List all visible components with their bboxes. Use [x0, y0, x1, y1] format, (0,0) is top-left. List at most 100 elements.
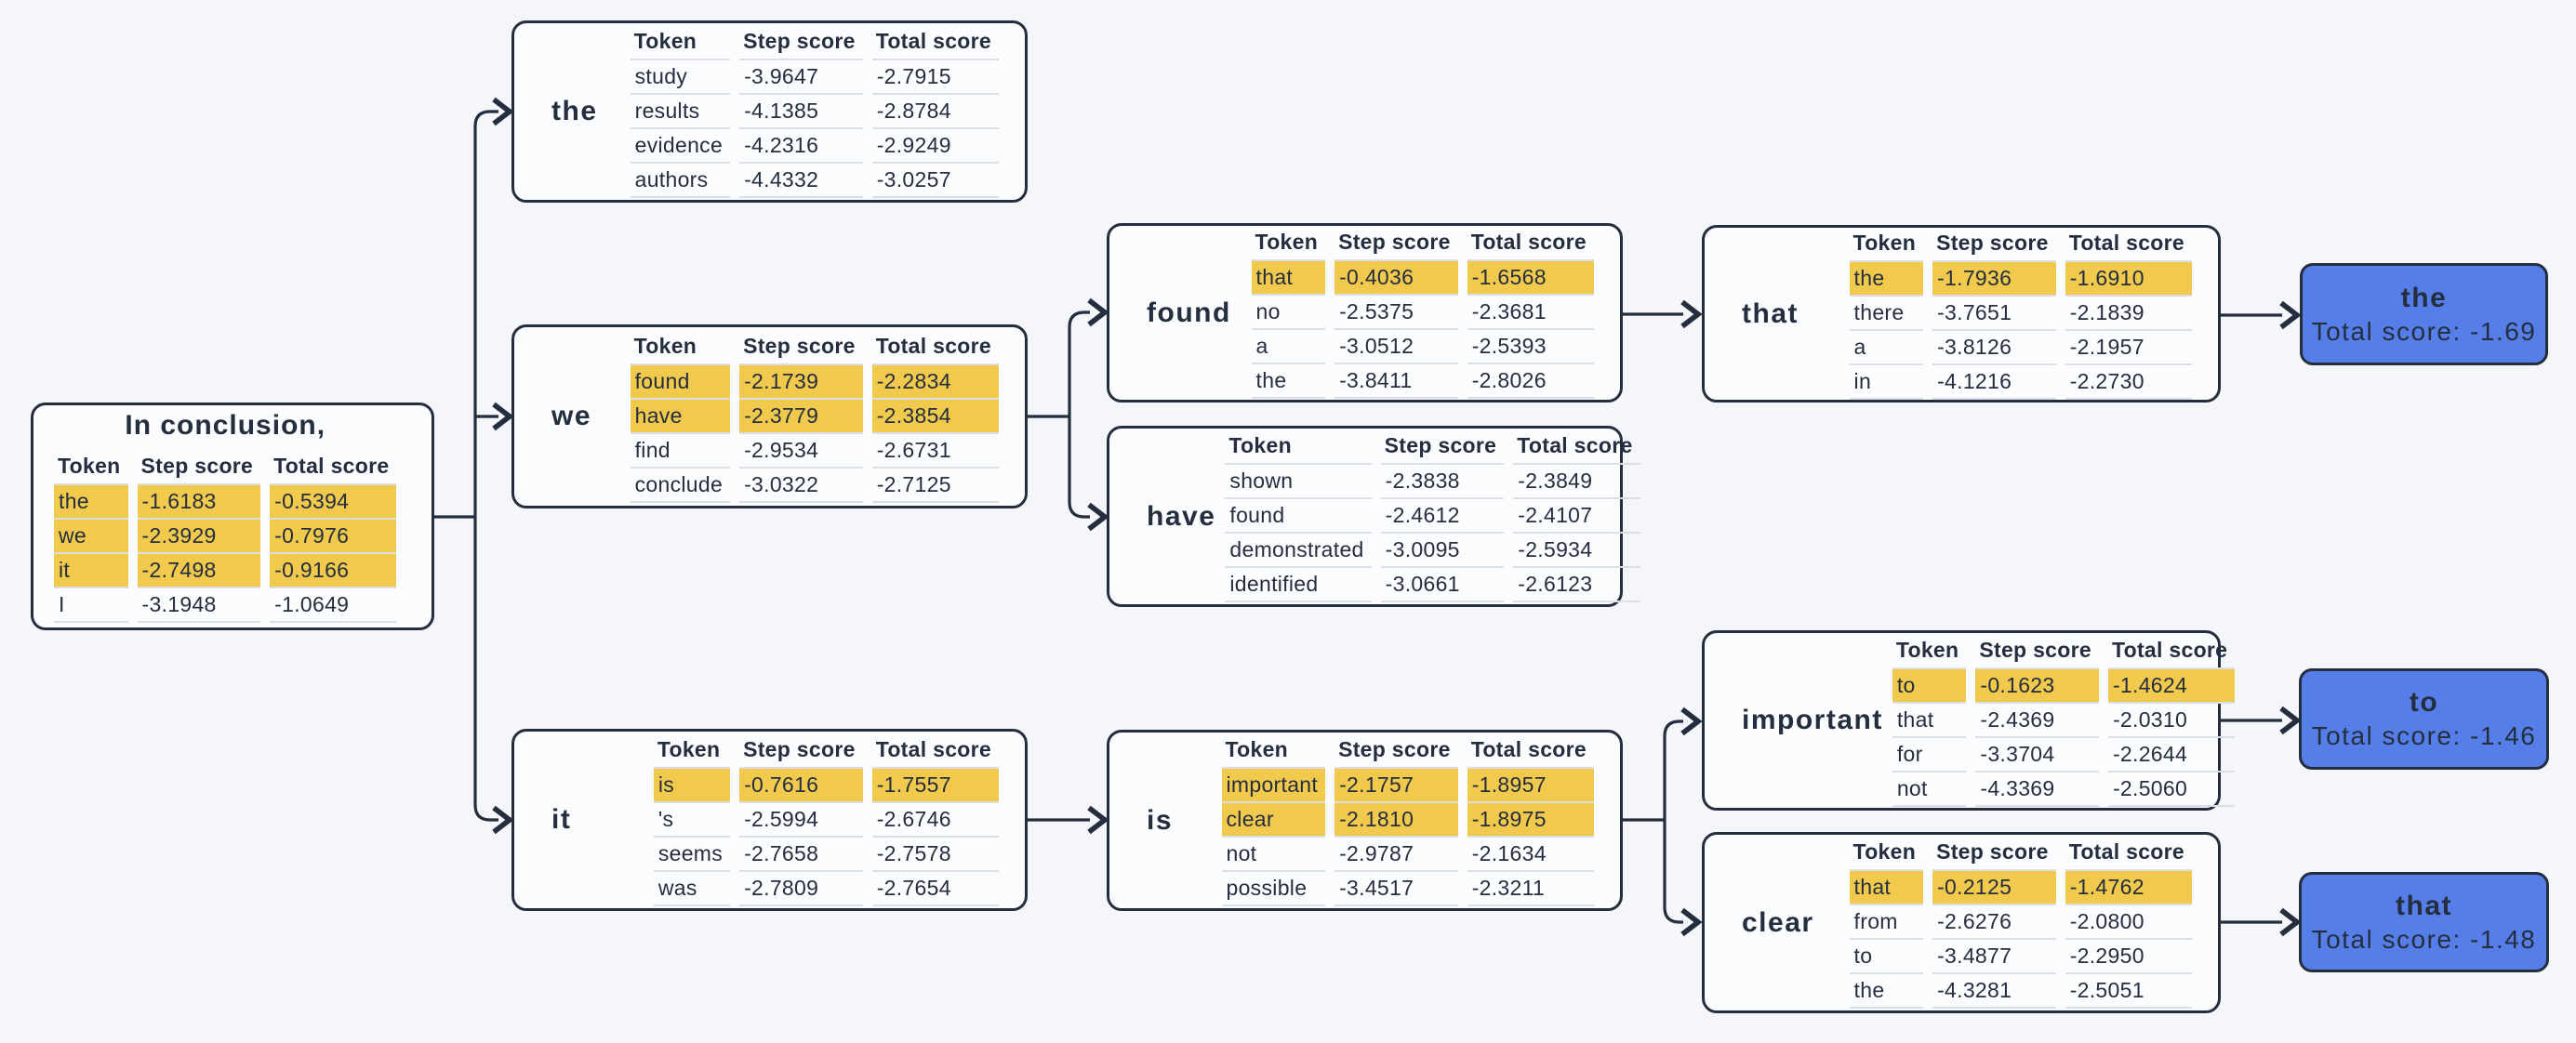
token-score-table: Token Step score Total score found -2.1739 -2…: [621, 331, 1008, 503]
step-score-cell: -4.3369: [1975, 772, 2099, 807]
total-score-cell: -1.7557: [871, 768, 999, 803]
column-header: Token: [1225, 430, 1372, 465]
total-score-cell: -0.7976: [270, 520, 397, 554]
token-score-table: Token Step score Total score important -2.17…: [1213, 734, 1604, 906]
token-cell: there: [1849, 297, 1924, 331]
step-score-cell: -3.4877: [1932, 940, 2056, 974]
token-score-table: Token Step score Total score the -1.7936 -1.6…: [1840, 228, 2201, 400]
total-score-cell: -2.1634: [1467, 838, 1594, 872]
table-row: no -2.5375 -2.3681: [1251, 296, 1594, 330]
total-score-cell: -2.3681: [1467, 296, 1594, 330]
step-score-cell: -2.3838: [1380, 465, 1505, 499]
total-score-cell: -1.4762: [2065, 871, 2192, 905]
node-important: important Token Step score Total score to -0…: [1702, 630, 2236, 811]
total-score-cell: -1.0649: [270, 588, 397, 623]
terminal-token: that: [2396, 890, 2452, 921]
total-score-cell: -2.7915: [871, 60, 999, 95]
token-cell: clear: [1221, 803, 1326, 838]
token-cell: the: [1849, 262, 1924, 297]
step-score-cell: -0.7616: [739, 768, 863, 803]
total-score-cell: -1.8975: [1467, 803, 1594, 838]
step-score-cell: -3.4517: [1334, 872, 1458, 906]
column-header: Total score: [1513, 430, 1640, 465]
table-row: demonstrated -3.0095 -2.5934: [1225, 534, 1640, 568]
token-cell: we: [54, 520, 128, 554]
token-cell: it: [54, 554, 128, 588]
token-cell: important: [1221, 769, 1326, 803]
column-header: Step score: [1334, 227, 1458, 261]
arrowhead-icon: [2279, 907, 2302, 937]
total-score-cell: -2.7654: [871, 872, 999, 906]
table-row: found -2.1739 -2.2834: [630, 364, 999, 400]
root-content: In conclusion, Token Step score Total scor…: [45, 410, 405, 623]
total-score-cell: -2.5051: [2065, 974, 2192, 1009]
step-score-cell: -3.0661: [1380, 568, 1505, 602]
token-cell: evidence: [630, 129, 731, 164]
step-score-cell: -2.3929: [137, 520, 261, 554]
total-score-cell: -2.3854: [871, 399, 999, 434]
step-score-cell: -1.6183: [137, 485, 261, 520]
column-header: Step score: [739, 26, 863, 60]
token-cell: shown: [1225, 465, 1372, 499]
table-row: from -2.6276 -2.0800: [1849, 905, 2192, 940]
step-score-cell: -2.9534: [739, 434, 863, 469]
table-row: have -2.3779 -2.3854: [630, 399, 999, 434]
token-cell: find: [630, 434, 731, 469]
root-prompt-title: In conclusion,: [125, 410, 326, 441]
column-header: Token: [1221, 734, 1326, 769]
table-row: find -2.9534 -2.6731: [630, 434, 999, 469]
node-is: is Token Step score Total score important -2…: [1107, 730, 1623, 911]
table-row: clear -2.1810 -1.8975: [1221, 803, 1594, 838]
step-score-cell: -4.1216: [1932, 365, 2056, 400]
terminal-token: the: [2400, 282, 2448, 313]
column-header: Token: [630, 26, 731, 60]
step-score-cell: -4.4332: [739, 164, 863, 198]
token-cell: the: [1849, 974, 1924, 1009]
token-score-table-container: Token Step score Total score the -1.7936 -1.6…: [1840, 228, 2218, 400]
token-cell: that: [1849, 871, 1924, 905]
table-row: found -2.4612 -2.4107: [1225, 499, 1640, 534]
column-header: Step score: [1380, 430, 1505, 465]
step-score-cell: -2.1757: [1334, 769, 1458, 803]
total-score-cell: -2.1839: [2065, 297, 2192, 331]
column-header: Total score: [1467, 734, 1594, 769]
node-the: the Token Step score Total score study -3.96…: [511, 20, 1028, 203]
arrowhead-icon: [1087, 805, 1109, 835]
table-row: there -3.7651 -2.1839: [1849, 297, 2192, 331]
total-score-cell: -1.8957: [1467, 769, 1594, 803]
arrowhead-icon: [2279, 706, 2302, 735]
connector-line: [1663, 720, 1683, 924]
terminal-node-that: that Total score: -1.48: [2299, 872, 2549, 972]
column-header: Total score: [2065, 228, 2192, 262]
step-score-cell: -3.0512: [1334, 330, 1458, 364]
token-cell: not: [1221, 838, 1326, 872]
token-score-table-container: Token Step score Total score shown -2.3838 -2…: [1215, 430, 1666, 602]
token-cell: is: [653, 768, 731, 803]
column-header: Step score: [739, 734, 863, 769]
table-row: the -3.8411 -2.8026: [1251, 364, 1594, 399]
column-header: Total score: [270, 451, 397, 485]
node-found: found Token Step score Total score that -0.4…: [1107, 223, 1623, 403]
table-row: a -3.8126 -2.1957: [1849, 331, 2192, 365]
step-score-cell: -2.4369: [1975, 704, 2099, 738]
step-score-cell: -0.4036: [1334, 261, 1458, 296]
step-score-cell: -2.9787: [1334, 838, 1458, 872]
step-score-cell: -2.3779: [739, 399, 863, 434]
node-token-label: found: [1147, 297, 1231, 328]
token-cell: to: [1849, 940, 1924, 974]
arrowhead-icon: [1087, 297, 1109, 327]
step-score-cell: -3.1948: [137, 588, 261, 623]
step-score-cell: -2.7809: [739, 872, 863, 906]
table-row: results -4.1385 -2.8784: [630, 95, 999, 129]
token-cell: identified: [1225, 568, 1372, 602]
table-row: not -2.9787 -2.1634: [1221, 838, 1594, 872]
node-that: that Token Step score Total score the -1.793…: [1702, 225, 2221, 403]
total-score-cell: -2.7125: [871, 469, 999, 503]
token-cell: in: [1849, 365, 1924, 400]
token-cell: for: [1892, 738, 1967, 772]
total-score-cell: -2.8784: [871, 95, 999, 129]
table-row: we -2.3929 -0.7976: [54, 520, 397, 554]
step-score-cell: -2.1810: [1334, 803, 1458, 838]
token-score-table-container: Token Step score Total score the -1.6183 -0.5…: [45, 451, 405, 623]
node-have: have Token Step score Total score shown -2.3…: [1107, 426, 1640, 607]
